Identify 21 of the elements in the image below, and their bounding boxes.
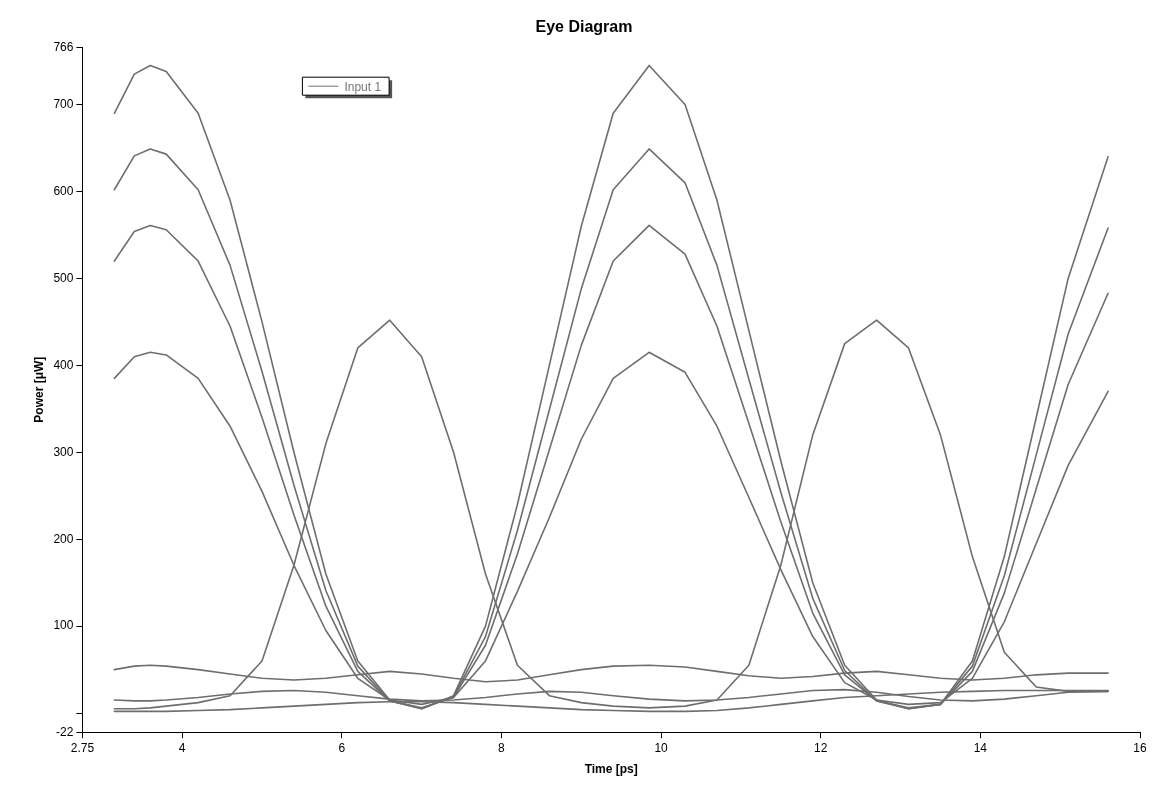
legend-label: Input 1 xyxy=(344,79,382,94)
x-tick-label: 6 xyxy=(338,740,346,755)
x-tick-label: 4 xyxy=(178,740,186,755)
y-tick-label: 400 xyxy=(53,357,74,372)
x-tick-label: 2.75 xyxy=(70,740,95,755)
x-tick-label: 10 xyxy=(654,740,669,755)
y-tick-label: 766 xyxy=(53,39,74,54)
x-axis-title: Time [ps] xyxy=(584,762,638,777)
y-tick-label: 700 xyxy=(53,96,74,111)
y-tick-label: 300 xyxy=(53,444,74,459)
x-tick-label: 14 xyxy=(973,740,988,755)
chart-title: Eye Diagram xyxy=(535,18,633,36)
y-tick-label: -22 xyxy=(56,724,74,739)
y-axis-title: Power [μW] xyxy=(31,356,46,423)
y-tick-label: 600 xyxy=(53,183,74,198)
y-tick-label: 200 xyxy=(53,531,74,546)
y-tick-label: 500 xyxy=(53,270,74,285)
y-tick-label: 100 xyxy=(53,618,74,633)
x-tick-label: 12 xyxy=(814,740,828,755)
x-tick-label: 16 xyxy=(1133,740,1147,755)
x-tick-label: 8 xyxy=(498,740,506,755)
